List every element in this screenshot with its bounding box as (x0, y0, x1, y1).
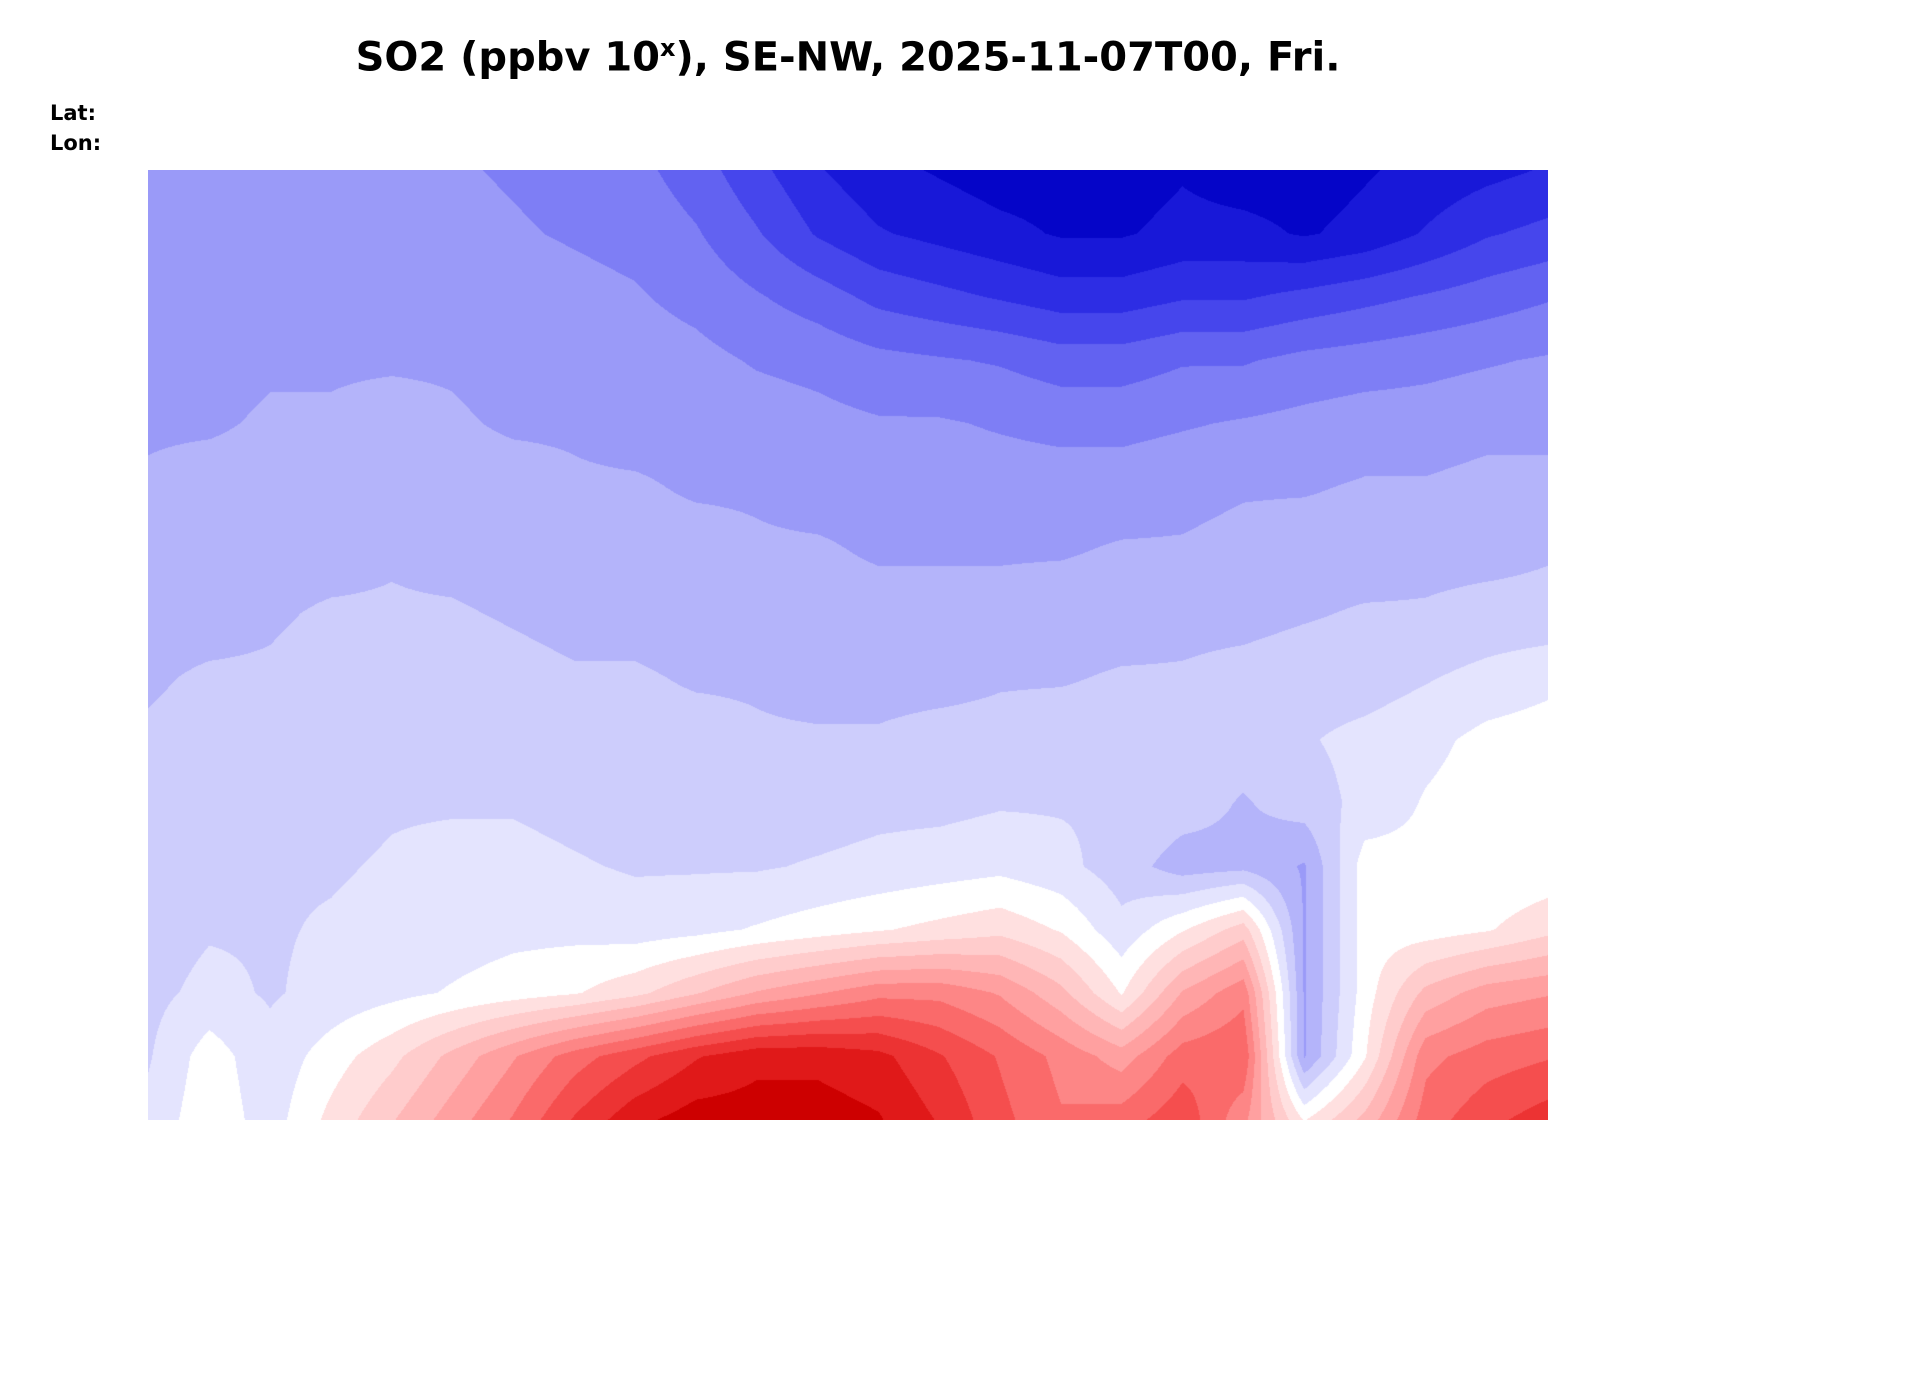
so2-heatmap-canvas: 5205204804804404404004003603603202802020… (148, 170, 1548, 1120)
plot-title: SO2 (ppbv 10x), SE-NW, 2025-11-07T00, Fr… (355, 34, 1341, 81)
lon-row-label: Lon: (50, 131, 102, 155)
lat-row-label: Lat: (50, 101, 96, 125)
